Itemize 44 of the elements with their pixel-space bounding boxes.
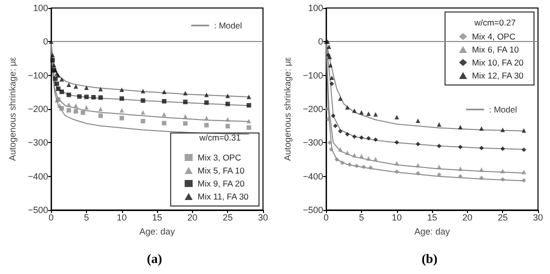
legend-label: : Model [489, 104, 518, 114]
x-tick-label: 30 [258, 212, 268, 222]
legend-label: Mix 3, OPC [198, 152, 242, 162]
y-tick-label: −200 [302, 104, 324, 114]
x-tick-label: 25 [498, 212, 508, 222]
x-tick-label: 25 [222, 212, 233, 222]
y-axis-title: Autogenous shrinkage: με [282, 57, 292, 161]
legend-title: w/cm=0.31 [198, 132, 241, 142]
x-tick-label: 30 [532, 212, 544, 222]
text: (b) [422, 251, 438, 266]
x-tick-label: 10 [392, 212, 402, 222]
y-tick-label: 0 [43, 36, 48, 47]
y-tick-label: 100 [33, 3, 48, 13]
legend-label: Mix 10, FA 20 [472, 58, 524, 68]
y-tick-label: −300 [302, 138, 324, 148]
y-axis-title: Autogenous shrinkage: με [8, 57, 18, 161]
y-tick-label: −500 [302, 205, 324, 215]
x-tick-label: 20 [187, 212, 198, 222]
x-tick-label: 15 [152, 212, 162, 222]
legend-label: : Model [214, 20, 242, 30]
x-tick-label: 15 [427, 212, 438, 222]
y-tick-label: −100 [28, 70, 48, 80]
legend-label: Mix 11, FA 30 [198, 192, 249, 202]
y-tick-label: −300 [28, 138, 48, 148]
y-tick-label: −500 [28, 205, 48, 215]
legend-label: Mix 12, FA 30 [472, 70, 524, 80]
x-tick-label: 5 [358, 212, 364, 222]
legend-label: Mix 5, FA 10 [198, 166, 245, 176]
y-tick-label: −400 [302, 171, 324, 182]
legend-title: w/cm=0.27 [473, 18, 516, 28]
y-tick-label: −100 [302, 70, 324, 80]
x-axis-title: Age: day [414, 226, 450, 236]
legend-label: Mix 6, FA 10 [472, 44, 520, 54]
y-tick-label: 100 [308, 3, 324, 13]
x-axis-title: Age: day [139, 226, 176, 236]
x-tick-label: 20 [462, 212, 472, 222]
legend-label: Mix 4, OPC [472, 32, 516, 42]
y-tick-label: −400 [28, 171, 48, 182]
y-tick-label: −200 [28, 104, 48, 114]
x-tick-label: 5 [84, 212, 89, 222]
legend-label: Mix 9, FA 20 [198, 178, 245, 188]
y-tick-label: 0 [318, 36, 324, 47]
text: (a) [146, 251, 162, 266]
x-tick-label: 10 [116, 212, 127, 222]
